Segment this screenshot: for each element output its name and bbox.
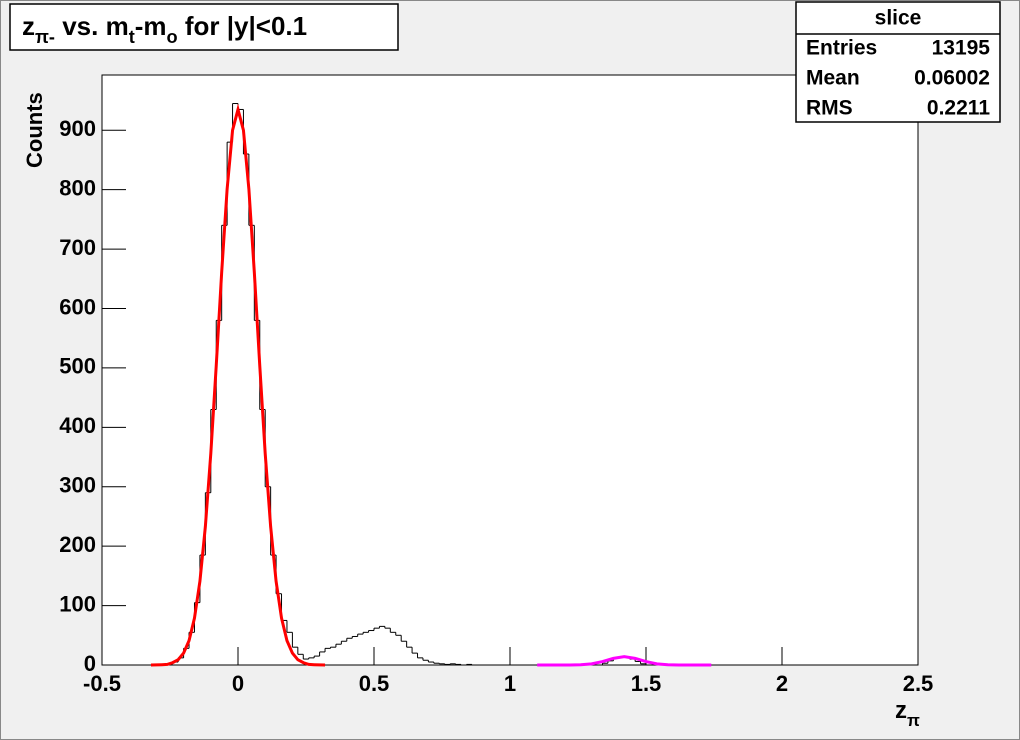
y-tick-label: 100 [59,591,96,616]
text-part: vs. m [55,11,129,41]
x-tick-label: 2 [776,671,788,696]
x-tick-label: -0.5 [83,671,121,696]
x-tick-label: 1.5 [631,671,662,696]
y-tick-label: 0 [84,651,96,676]
y-tick-label: 600 [59,294,96,319]
title-box [9,3,399,51]
x-axis-label: zπ [895,697,920,730]
text-part: π [907,711,920,730]
text-part: t [129,27,135,47]
y-tick-label: 400 [59,413,96,438]
x-tick-label: 2.5 [903,671,934,696]
stats-value: 0.2211 [927,97,990,120]
text-part: for |y|<0.1 [178,11,307,41]
text-part: z [895,697,907,724]
fit-curve [537,655,712,667]
chart-title: zπ- vs. mt-mo for |y|<0.1 [22,11,307,47]
text-part: -m [135,11,167,41]
text-part: z [22,11,35,41]
stats-label: RMS [806,97,853,120]
stats-value: 0.06002 [914,67,990,90]
stats-value: 13195 [932,37,991,60]
y-tick-label: 800 [59,175,96,200]
y-tick-label: 200 [59,532,96,557]
y-tick-label: 500 [59,354,96,379]
stats-title: slice [875,7,922,30]
x-tick-label: 0 [232,671,244,696]
y-axis-label: Counts [22,92,47,168]
stats-label: Entries [806,37,877,60]
plot-frame [101,74,919,666]
text-part: π- [35,27,55,47]
text-part: o [167,27,178,47]
y-tick-label: 900 [59,116,96,141]
y-tick-label: 300 [59,473,96,498]
x-tick-label: 1 [504,671,516,696]
stats-label: Mean [806,67,860,90]
x-tick-label: 0.5 [359,671,390,696]
stats-box [795,1,1001,123]
y-tick-label: 700 [59,235,96,260]
fit-curve [150,103,326,667]
